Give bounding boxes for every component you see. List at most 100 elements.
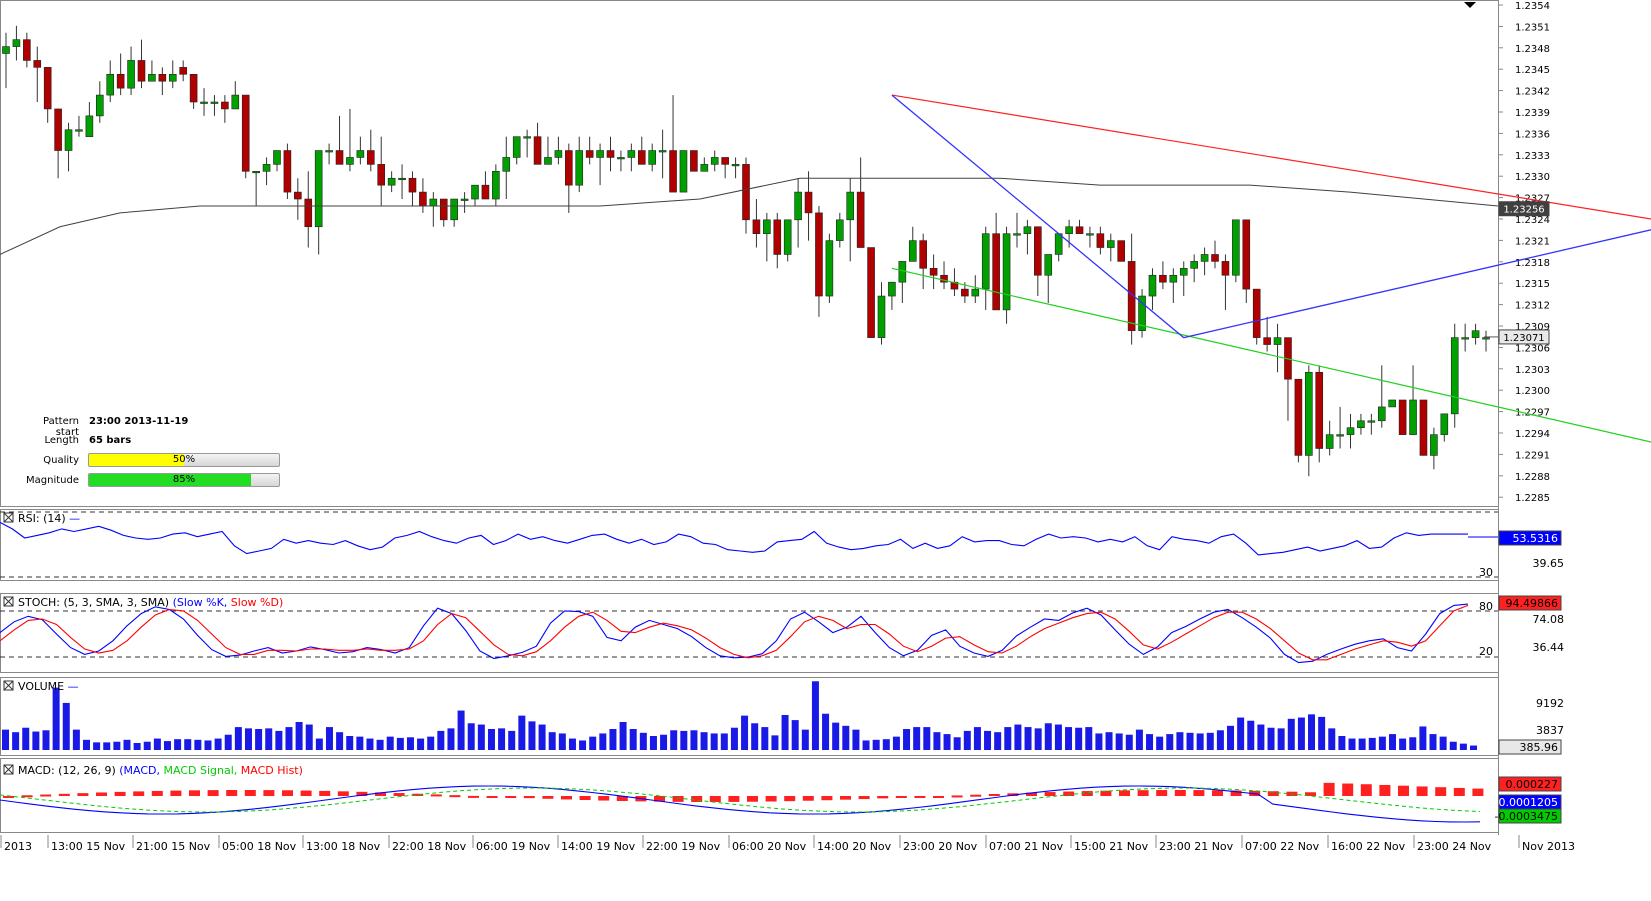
length-value: 65 bars <box>89 435 132 446</box>
macd-hist-bar <box>914 796 926 798</box>
candle-body <box>179 67 187 75</box>
candle-body <box>1023 226 1032 234</box>
stoch-level-80: 80 <box>1479 600 1493 613</box>
macd-hist-bar <box>1323 782 1335 796</box>
candle-body <box>856 191 865 248</box>
volume-bar <box>1176 732 1184 750</box>
candle-body <box>502 157 511 172</box>
price-tick-label: 1.2321 <box>1515 236 1550 247</box>
candle-body <box>794 191 802 221</box>
candle-body <box>1273 337 1282 345</box>
candle-body <box>481 184 490 200</box>
macd-hist-current-box <box>1498 776 1562 792</box>
candle-body <box>1398 399 1407 435</box>
candle-body <box>54 108 62 151</box>
volume-bar <box>52 687 60 750</box>
candle-body <box>1325 434 1334 449</box>
candle-body <box>1148 274 1157 297</box>
rsi-current-box <box>1498 530 1562 546</box>
volume-bar <box>568 738 576 750</box>
candle-body <box>43 67 52 110</box>
volume-bar <box>346 736 354 750</box>
magnitude-bar: 85% <box>88 473 280 487</box>
price-tick-label: 1.2288 <box>1515 472 1550 483</box>
candle-body <box>544 157 552 165</box>
volume-level-high: 9192 <box>1536 697 1564 710</box>
macd-hist-bar <box>765 796 777 802</box>
current-price-marker-box <box>1498 329 1550 345</box>
stoch-current-box <box>1498 595 1562 611</box>
candle-body <box>273 150 281 165</box>
candle-body <box>1096 233 1105 248</box>
price-tick-label: 1.2315 <box>1515 279 1550 290</box>
macd-hist-bar <box>151 790 163 796</box>
price-tick-label: 1.2312 <box>1515 301 1550 312</box>
price-tick-label: 1.2348 <box>1515 44 1550 55</box>
time-axis-label: 22:00 19 Nov <box>646 840 721 853</box>
volume-bar <box>315 738 323 750</box>
volume-bar <box>1085 727 1093 750</box>
candle-body <box>231 94 240 110</box>
macd-hist-bar <box>709 796 721 802</box>
volume-bar <box>447 728 455 750</box>
volume-bar <box>42 730 50 750</box>
macd-hist-bar <box>1435 787 1447 796</box>
candle-body <box>294 191 302 200</box>
macd-hist-bar <box>728 796 740 802</box>
pattern-zigzag <box>891 94 1651 339</box>
macd-hist-bar <box>226 790 238 796</box>
volume-bar <box>12 732 20 750</box>
price-tick-label: 1.2333 <box>1515 151 1550 162</box>
candle-body <box>1211 254 1219 262</box>
volume-bar <box>498 728 506 750</box>
candle-body <box>742 164 750 221</box>
rsi-level-30: 30 <box>1479 566 1493 579</box>
time-axis-label: 14:00 19 Nov <box>561 840 636 853</box>
volume-bar <box>700 732 708 750</box>
candle-body <box>12 39 21 47</box>
volume-bar <box>730 727 738 750</box>
candle-body <box>1450 337 1459 415</box>
macd-hist-bar <box>1119 790 1130 796</box>
rsi-level-label: 39.65 <box>1533 557 1565 570</box>
candle-body <box>1127 261 1136 331</box>
macd-hist-bar <box>505 796 517 798</box>
macd-hist-bar <box>1044 792 1056 796</box>
rsi-panel-close-x2 <box>3 512 14 523</box>
macd-hist-bar <box>1193 790 1205 796</box>
macd-hist-bar <box>747 796 758 802</box>
candle-body <box>731 164 740 167</box>
candle-body <box>627 150 636 158</box>
candle-body <box>200 101 208 104</box>
rsi-panel-title-part: — <box>69 512 80 525</box>
volume-bar <box>275 730 283 750</box>
volume-bar <box>133 743 141 750</box>
volume-bar <box>791 720 799 750</box>
macd-hist-bar <box>40 794 52 797</box>
candle-body <box>981 233 990 290</box>
volume-bar <box>376 739 384 750</box>
volume-bar <box>933 732 941 750</box>
candle-body <box>1179 268 1188 276</box>
volume-bar <box>660 734 668 750</box>
candle-body <box>606 150 615 158</box>
candle-body <box>471 184 479 200</box>
price-tick-label: 1.2339 <box>1515 108 1550 119</box>
candle-body <box>460 198 469 201</box>
volume-bar <box>406 737 414 750</box>
macd-hist-bar <box>840 796 851 800</box>
volume-current-text: 385.96 <box>1520 741 1559 754</box>
candle-body <box>575 150 584 186</box>
candle-body <box>961 288 969 297</box>
candle-body <box>398 177 406 181</box>
macd-hist-bar <box>1398 785 1409 796</box>
candle-body <box>106 73 115 96</box>
candle-body <box>1461 337 1469 340</box>
candle-body <box>690 150 698 172</box>
candle-body <box>346 157 354 165</box>
volume-bar <box>639 732 647 750</box>
volume-bar <box>710 733 718 750</box>
volume-bar <box>548 732 556 750</box>
candle-body <box>1065 226 1073 234</box>
